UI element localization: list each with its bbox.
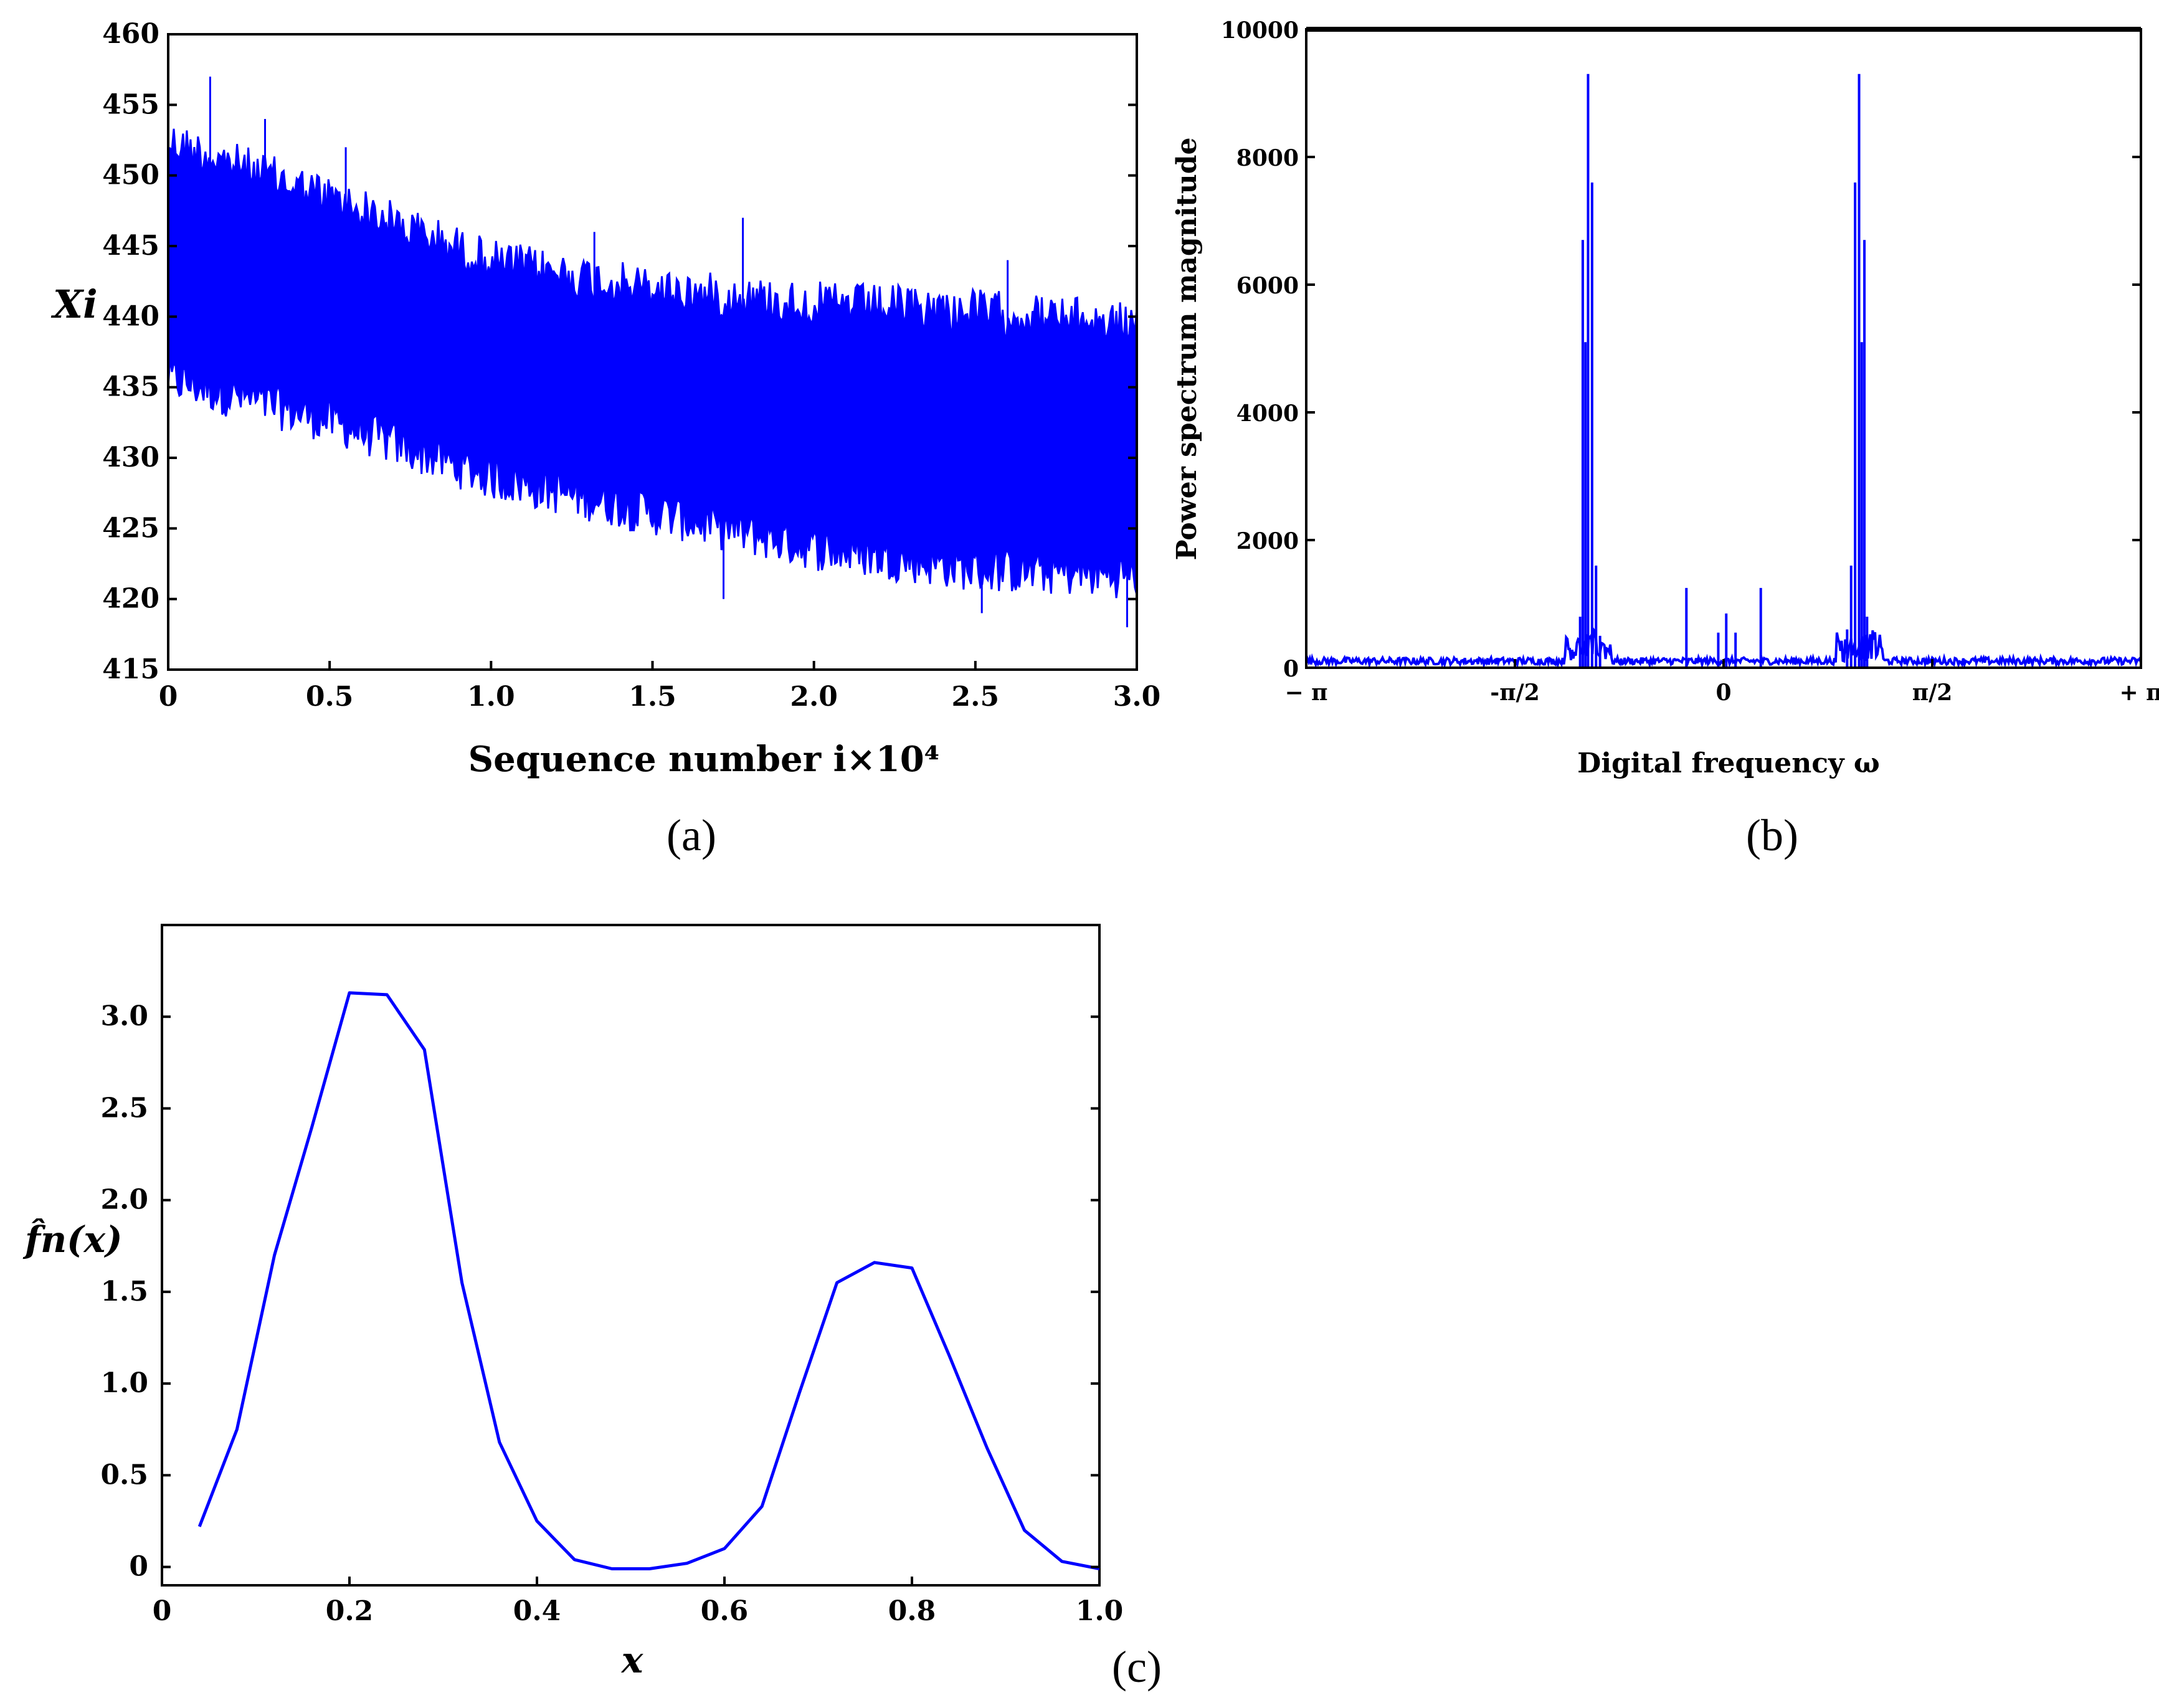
c-y-tick-label: 0 <box>129 1551 148 1583</box>
b-x-tick-label: + π <box>2119 680 2159 706</box>
c-x-tick-label: 0.2 <box>326 1595 374 1627</box>
y-axis-label-a: Xi <box>50 282 98 327</box>
a-y-tick-label: 455 <box>102 88 159 120</box>
a-x-tick-label: 1.0 <box>467 681 515 713</box>
b-x-tick-label: π/2 <box>1912 680 1953 706</box>
y-axis-label-c: f̂n(x) <box>22 1218 123 1261</box>
panel-label-a: (a) <box>667 810 716 860</box>
chart-b: − π -π/2 0 π/2 + π 0 2000 4000 6000 8000 10000 Dig… <box>1171 17 2159 860</box>
b-y-tick-label: 2000 <box>1236 528 1299 554</box>
a-y-tick-label: 430 <box>102 442 159 473</box>
c-x-tick-label: 0 <box>153 1595 172 1627</box>
a-y-tick-label: 445 <box>102 230 159 262</box>
density-curve-c <box>197 991 1100 1570</box>
b-y-tick-label: 8000 <box>1236 145 1299 171</box>
c-x-tick-label: 0.4 <box>513 1595 561 1627</box>
a-y-tick-label: 440 <box>102 300 159 332</box>
a-y-tick-label: 420 <box>102 583 159 615</box>
a-x-tick-label: 2.0 <box>790 681 838 713</box>
c-y-tick-label: 1.5 <box>100 1276 148 1307</box>
b-x-tick-label: − π <box>1284 680 1327 706</box>
c-y-tick-label: 2.0 <box>100 1184 148 1216</box>
c-y-tick-label: 1.0 <box>100 1367 148 1399</box>
chart-c: 0 0.2 0.4 0.6 0.8 1.0 0 0.5 1.0 1.5 2.0 2.5 3.0 x f̂… <box>22 924 1162 1692</box>
b-x-tick-label: 0 <box>1715 680 1731 706</box>
x-axis-label-b: Digital frequency ω <box>1577 747 1880 779</box>
a-x-tick-label: 2.5 <box>952 681 1000 713</box>
c-y-tick-label: 2.5 <box>100 1092 148 1124</box>
b-y-tick-label: 6000 <box>1236 273 1299 299</box>
a-x-tick-label: 0.5 <box>306 681 354 713</box>
ticks-a: 0 0.5 1.0 1.5 2.0 2.5 3.0 415 420 425 430 435 440 445… <box>102 18 1160 713</box>
b-x-tick-label: -π/2 <box>1490 680 1540 706</box>
panel-label-b: (b) <box>1746 810 1798 860</box>
c-x-tick-label: 0.6 <box>701 1595 749 1627</box>
ticks-b: − π -π/2 0 π/2 + π 0 2000 4000 6000 8000 10000 <box>1221 17 2159 706</box>
ticks-c: 0 0.2 0.4 0.6 0.8 1.0 0 0.5 1.0 1.5 2.0 2.5 3.0 <box>100 1000 1123 1627</box>
a-y-tick-label: 450 <box>102 159 159 191</box>
a-y-tick-label: 415 <box>102 653 159 685</box>
x-axis-label-a: Sequence number i×10⁴ <box>468 739 940 780</box>
plot-frame-c <box>161 924 1101 1587</box>
spectrum-peaks-b <box>1578 74 1869 668</box>
b-y-tick-label: 10000 <box>1221 17 1299 44</box>
a-x-tick-label: 3.0 <box>1113 681 1161 713</box>
signal-outliers-a <box>209 77 1128 627</box>
a-x-tick-label: 0 <box>159 681 178 713</box>
a-y-tick-label: 425 <box>102 512 159 544</box>
c-x-tick-label: 0.8 <box>888 1595 936 1627</box>
a-x-tick-label: 1.5 <box>629 681 676 713</box>
c-y-tick-label: 0.5 <box>100 1459 148 1491</box>
y-axis-label-b: Power spectrum magnitude <box>1171 138 1203 561</box>
a-y-tick-label: 460 <box>102 18 159 50</box>
c-y-tick-label: 3.0 <box>100 1000 148 1032</box>
panel-label-c: (c) <box>1112 1642 1162 1692</box>
b-y-tick-label: 4000 <box>1236 401 1299 427</box>
a-y-tick-label: 435 <box>102 371 159 403</box>
b-y-tick-label: 0 <box>1283 656 1299 682</box>
chart-a: 0 0.5 1.0 1.5 2.0 2.5 3.0 415 420 425 430 435 440 445… <box>50 18 1160 860</box>
x-axis-label-c: x <box>620 1639 644 1681</box>
c-x-tick-label: 1.0 <box>1076 1595 1124 1627</box>
